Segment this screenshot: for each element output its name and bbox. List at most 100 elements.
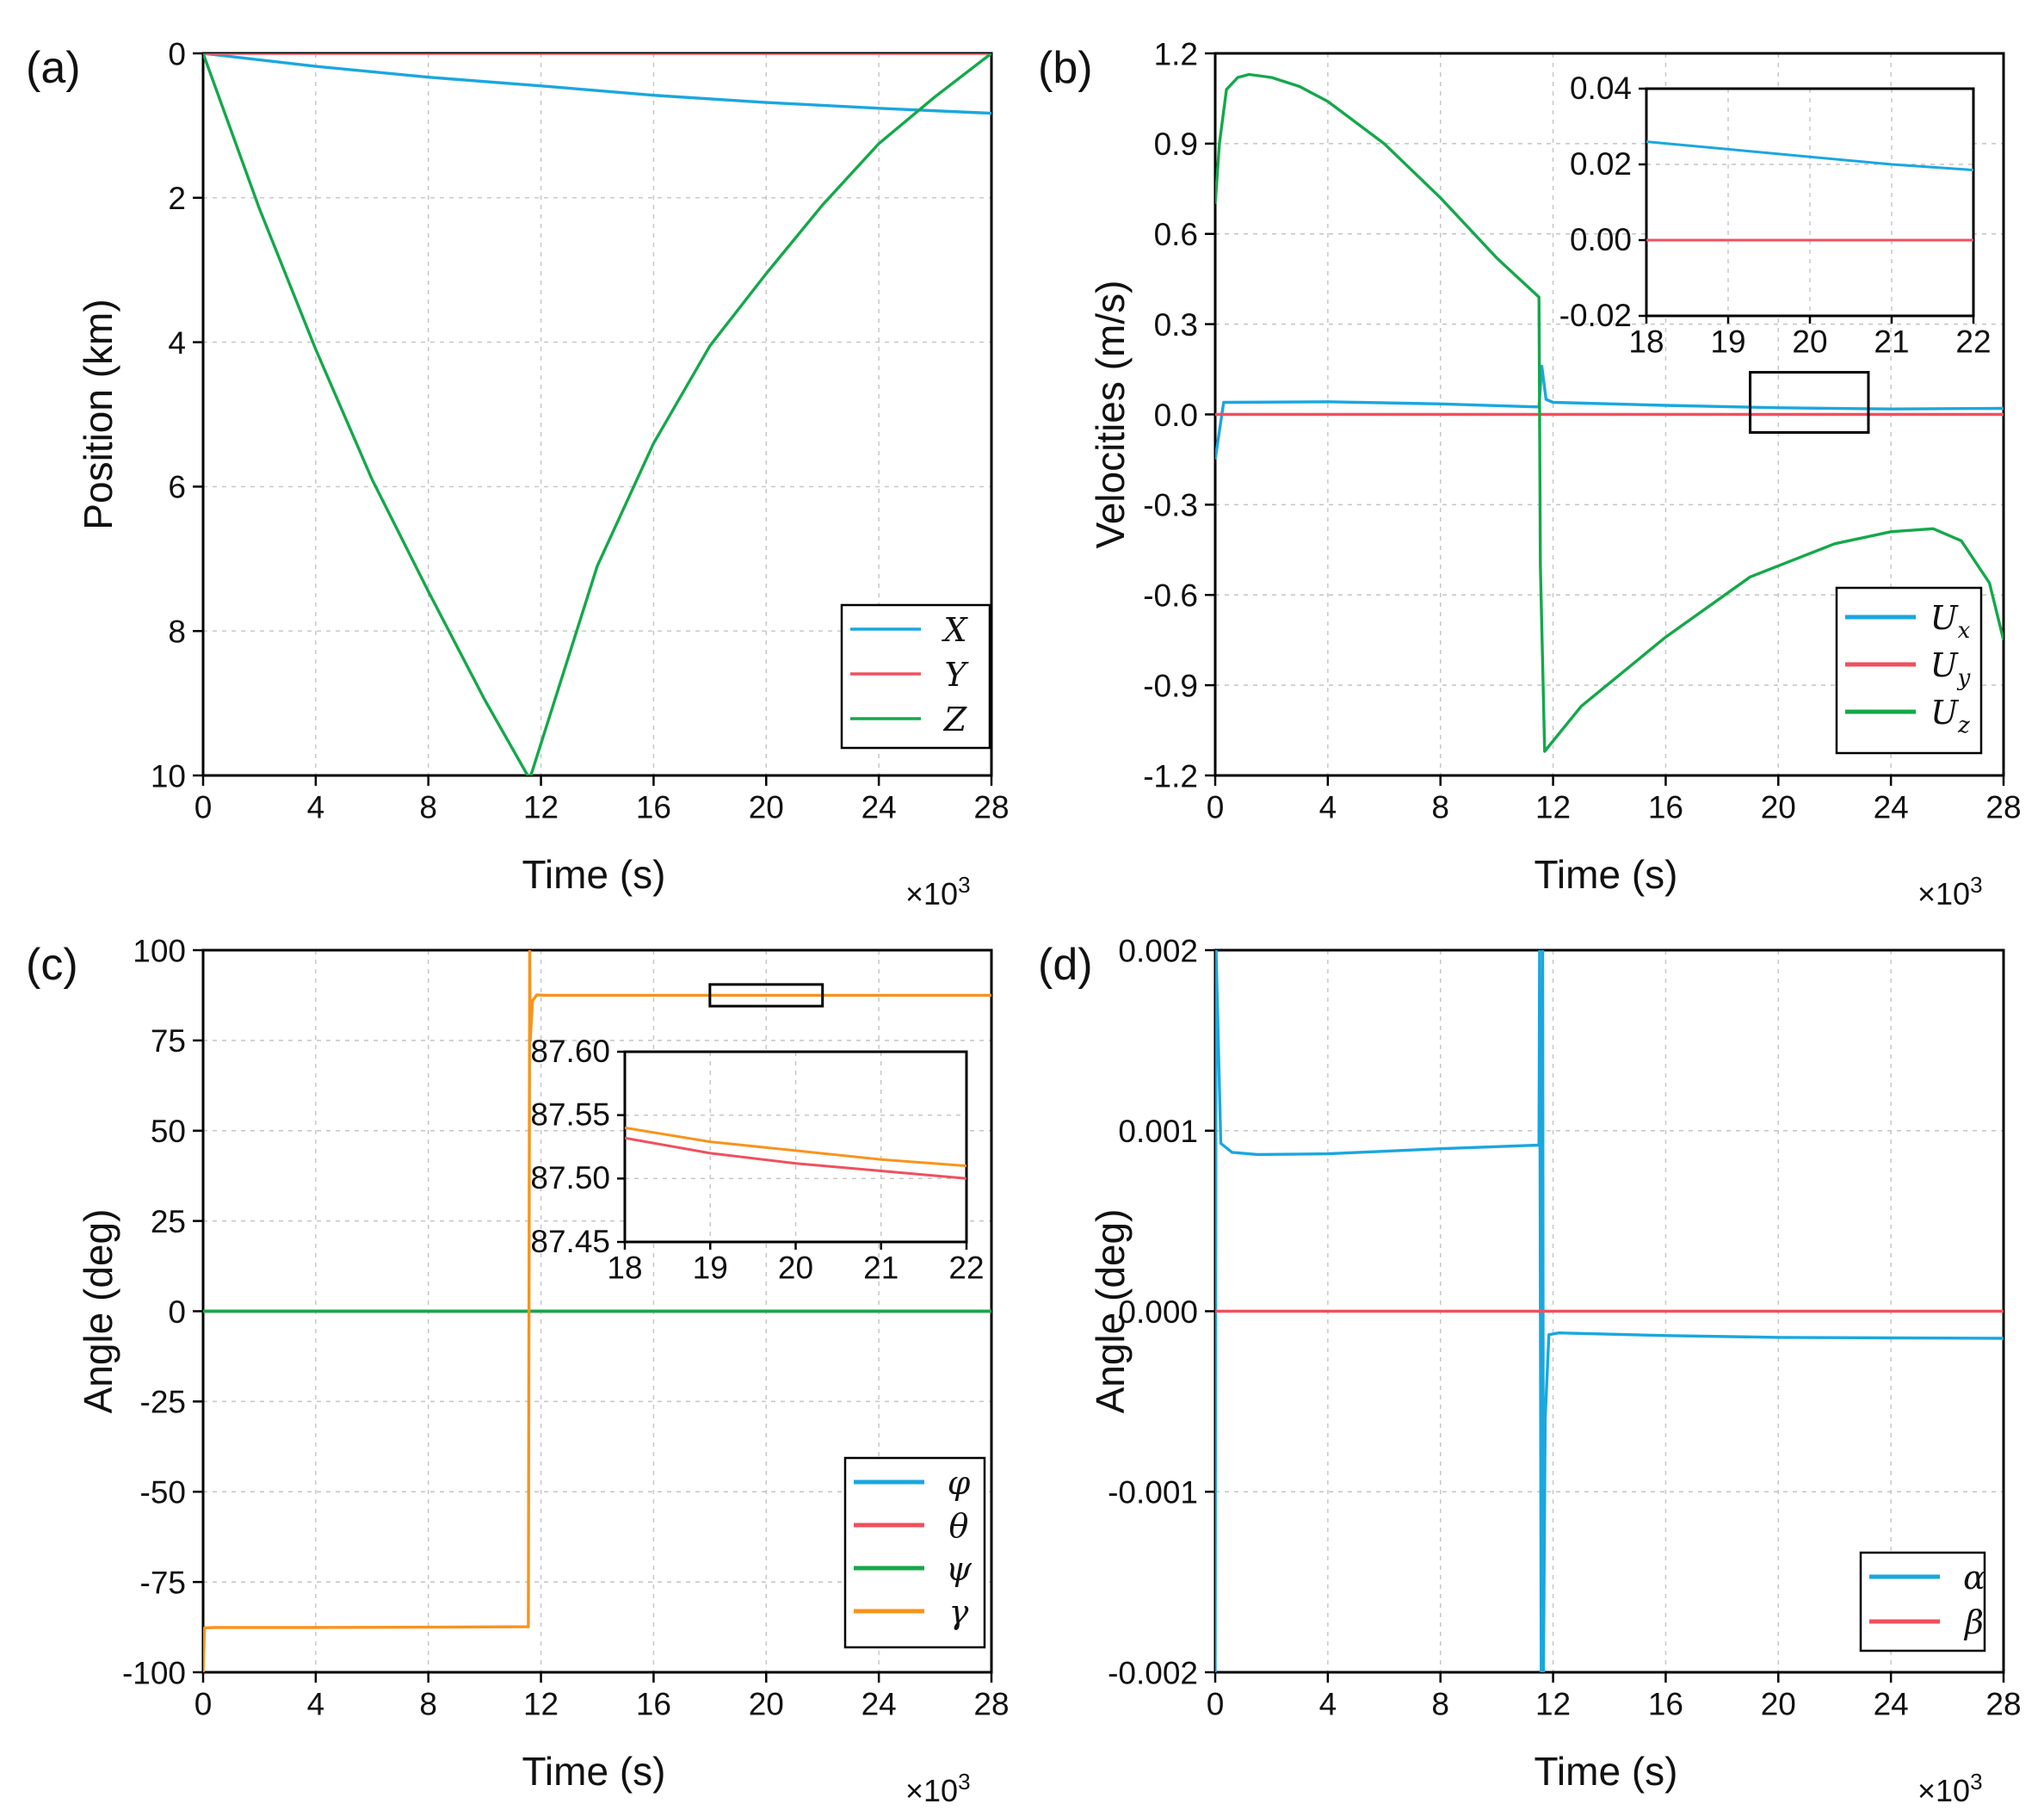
panel-b-xtick-label: 24 (1874, 790, 1909, 825)
panel-d-xtick-label: 8 (1431, 1687, 1449, 1722)
panel-d-multiplier-exp: 3 (1970, 1769, 1982, 1794)
panel-c-legend-entry: φ (948, 1464, 971, 1502)
panel-b-inset-ytick-label: -0.02 (1559, 298, 1632, 333)
panel-a-xlabel: Time (s) (522, 852, 666, 897)
panel-b-legend-subscript: x (1958, 618, 1971, 644)
panel-a-x-multiplier: ×103 (905, 872, 971, 911)
panel-a-xtick-label: 24 (861, 790, 897, 825)
panel-d-x-multiplier: ×103 (1917, 1769, 1983, 1808)
panel-d-ytick-label: -0.002 (1108, 1655, 1198, 1690)
panel-c-ytick-label: 100 (133, 933, 186, 968)
panel-c-inset: 18 19 20 21 22 87.60 87.55 87.50 87.45 (530, 1034, 984, 1286)
panel-d-ytick-label: 0.001 (1118, 1114, 1198, 1149)
panel-d: 0 4 8 12 16 20 24 28 0.002 0.001 0.000 -0.001 -0.002… (1038, 933, 2022, 1808)
panel-d-xlabel: Time (s) (1535, 1749, 1678, 1794)
panel-c-legend-box (843, 1456, 986, 1649)
panel-b-ylabel: Velocities (m/s) (1088, 281, 1133, 549)
panel-c-ytick-label: -75 (140, 1565, 186, 1600)
panel-b-inset-xtick-label: 20 (1792, 324, 1827, 360)
panel-b-legend-subscript: z (1957, 713, 1970, 738)
panel-a-ytick-label: 10 (151, 758, 186, 794)
panel-a-multiplier-exp: 3 (958, 872, 970, 898)
panel-b-multiplier-base: ×10 (1917, 876, 1970, 911)
panel-b-ytick-label: 0.9 (1154, 127, 1198, 162)
panel-b-label: (b) (1038, 43, 1093, 93)
panel-a-ylabel: Position (km) (76, 299, 120, 529)
panel-d-legend-entry: β (1963, 1603, 1984, 1641)
panel-c-x-multiplier: ×103 (905, 1769, 971, 1808)
panel-d-legend-box (1859, 1551, 1986, 1652)
panel-d-xtick-label: 4 (1319, 1687, 1337, 1722)
panel-c-xtick-label: 28 (973, 1687, 1009, 1722)
panel-b-legend-entry: Uy (1930, 646, 1971, 691)
panel-c-inset-xtick-label: 21 (863, 1251, 898, 1286)
panel-c-legend-entry: θ (949, 1507, 969, 1545)
panel-d-ytick-label: -0.001 (1108, 1475, 1198, 1510)
panel-c-inset-xtick-label: 20 (778, 1251, 813, 1286)
panel-d-legend-entry: α (1963, 1559, 1985, 1597)
panel-b-xtick-label: 28 (1985, 790, 2021, 825)
panel-d-series-α (1215, 950, 2004, 1672)
panel-a-xtick-label: 8 (419, 790, 437, 825)
panel-a-legend: XYZ (840, 603, 991, 750)
panel-b-legend-entry: Uz (1930, 694, 1970, 738)
panel-c-legend-name: φ (948, 1464, 971, 1502)
panel-b-legend-name: U (1930, 599, 1960, 637)
panel-b-xtick-label: 4 (1319, 790, 1337, 825)
panel-a-series-X (203, 53, 991, 115)
panel-a-label: (a) (26, 43, 81, 93)
panel-b-multiplier-exp: 3 (1970, 872, 1982, 898)
panel-c-multiplier-exp: 3 (958, 1769, 970, 1794)
panel-d-legend: αβ (1859, 1551, 1986, 1652)
panel-b-inset-ytick-label: 0.00 (1570, 222, 1632, 257)
panel-c-series-γ (203, 950, 991, 1672)
panel-c-inset-ytick-label: 87.60 (530, 1034, 610, 1069)
panel-c-inset-xtick-label: 22 (948, 1251, 984, 1286)
panel-d-multiplier-base: ×10 (1917, 1773, 1970, 1808)
panel-b-xtick-label: 8 (1431, 790, 1449, 825)
panel-a-xtick-label: 0 (195, 790, 213, 825)
panel-c-ytick-label: -50 (140, 1475, 186, 1510)
panel-c-label: (c) (26, 940, 78, 990)
panel-a-ytick-label: 6 (168, 470, 186, 505)
panel-b-inset-xtick-label: 18 (1628, 324, 1664, 360)
panel-c-ylabel: Angle (deg) (76, 1209, 120, 1414)
panel-a-legend-entry: Y (944, 656, 969, 694)
panel-c-inset-series-γ (625, 1126, 966, 1168)
panel-a-xtick-label: 12 (523, 790, 559, 825)
panel-c-ytick-label: 50 (151, 1114, 186, 1149)
panel-b-ytick-label: 0.6 (1154, 217, 1198, 252)
panel-d-xtick-label: 24 (1874, 1687, 1909, 1722)
panel-a-xtick-label: 16 (636, 790, 671, 825)
panel-a-ytick-label: 0 (168, 36, 186, 71)
panel-c-xlabel: Time (s) (522, 1749, 666, 1794)
panel-b-ytick-label: 0.0 (1154, 398, 1198, 433)
panel-a-legend-name: X (941, 611, 968, 649)
panel-b-inset-ytick-label: 0.02 (1570, 146, 1632, 182)
panel-c-ytick-label: -25 (140, 1385, 186, 1420)
panel-d-label: (d) (1038, 940, 1093, 990)
panel-b-inset: 18 19 20 21 22 0.04 0.02 0.00 -0.02 (1559, 71, 1992, 360)
panel-d-legend-name: α (1963, 1559, 1985, 1597)
panel-c-xtick-label: 24 (861, 1687, 897, 1722)
panel-c-legend-name: θ (949, 1507, 969, 1545)
panel-d-xtick-label: 0 (1207, 1687, 1225, 1722)
panel-c-inset-ytick-label: 87.45 (530, 1224, 610, 1259)
panel-d-xtick-label: 20 (1761, 1687, 1796, 1722)
panel-b-ytick-label: -1.2 (1143, 758, 1198, 794)
panel-d-xtick-label: 16 (1648, 1687, 1683, 1722)
panel-c-xtick-label: 20 (749, 1687, 784, 1722)
panel-d-ytick-label: 0.000 (1118, 1294, 1198, 1330)
panel-b-xtick-label: 12 (1535, 790, 1571, 825)
panel-c-legend-name: ψ (946, 1550, 973, 1588)
panel-b-ytick-label: 1.2 (1154, 36, 1198, 71)
panel-b-legend-entry: Ux (1930, 599, 1971, 644)
panel-b-zoom-box (1749, 371, 1870, 434)
panel-a-legend-name: Z (943, 701, 967, 738)
panel-c-inset-ytick-label: 87.55 (530, 1097, 610, 1133)
panel-c-inset-ytick-label: 87.50 (530, 1160, 610, 1195)
panel-b-inset-xtick-label: 22 (1955, 324, 1991, 360)
panel-a-legend-entry: X (941, 611, 968, 649)
panel-a-xtick-label: 20 (749, 790, 784, 825)
